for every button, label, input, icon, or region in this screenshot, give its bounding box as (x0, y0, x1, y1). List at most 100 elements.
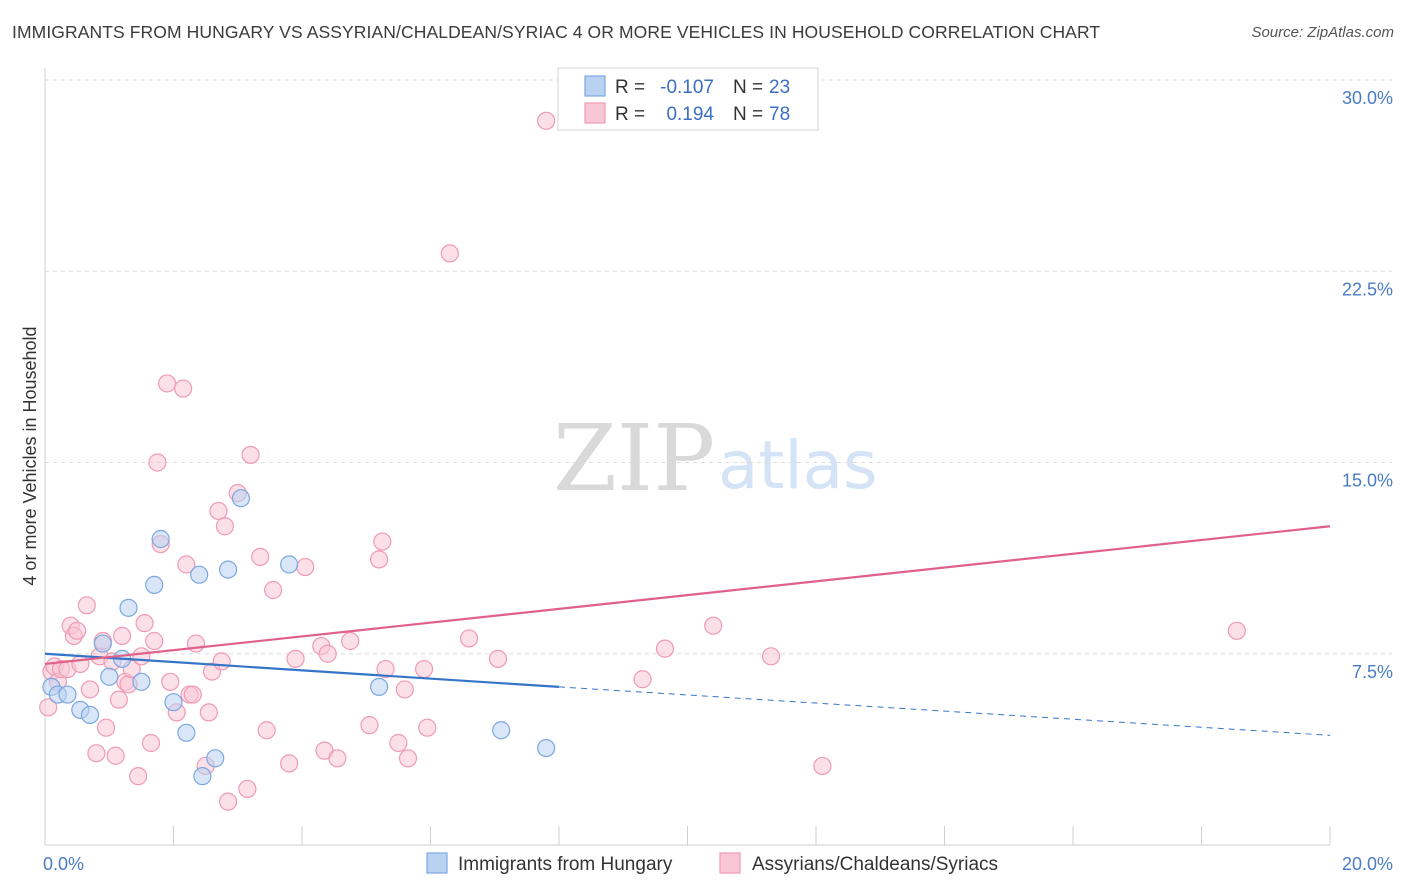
series-hungary-points (42, 489, 556, 786)
chart-title: IMMIGRANTS FROM HUNGARY VS ASSYRIAN/CHAL… (12, 22, 1101, 42)
series-assyrians-points (39, 111, 1246, 811)
assyrians-point-43 (215, 517, 234, 536)
hungary-point-5 (93, 634, 112, 653)
hungary-point-16 (206, 749, 225, 768)
assyrians-point-33 (174, 379, 193, 398)
assyrians-point-9 (68, 621, 87, 640)
assyrians-point-66 (414, 659, 434, 679)
hungary-point-21 (492, 721, 511, 740)
legend-swatch-hungary (584, 75, 606, 97)
hungary-point-8 (119, 598, 138, 617)
assyrians-point-26 (141, 733, 161, 753)
x-tick-label-min: 0.0% (43, 854, 84, 874)
hungary-point-9 (132, 672, 151, 691)
y-tick-label-0: 7.5% (1352, 662, 1393, 682)
legend-top: R = -0.107 N = 23 R = 0.194 N = 78 (557, 67, 819, 131)
legend-bottom-label-hungary: Immigrants from Hungary (458, 854, 673, 875)
assyrians-point-12 (87, 744, 106, 763)
assyrians-point-30 (157, 374, 177, 393)
watermark-atlas: atlas (718, 427, 878, 504)
assyrians-point-39 (199, 703, 218, 722)
assyrians-point-31 (161, 672, 180, 691)
assyrians-point-62 (376, 659, 395, 679)
assyrians-point-64 (395, 680, 414, 699)
assyrians-point-36 (183, 685, 202, 704)
assyrians-point-57 (328, 749, 347, 768)
assyrians-point-0 (39, 698, 58, 717)
assyrians-point-50 (263, 580, 283, 600)
hungary-point-10 (145, 575, 164, 595)
hungary-point-22 (537, 738, 556, 758)
legend-bottom-label-assyrians: Assyrians/Chaldeans/Syriacs (752, 854, 998, 875)
assyrians-point-24 (132, 647, 151, 666)
trend-line-assyrians (44, 525, 1331, 666)
assyrians-point-34 (177, 555, 196, 574)
assyrians-point-59 (360, 716, 379, 735)
legend-n-label-1: N = (733, 77, 763, 98)
assyrians-point-68 (440, 244, 459, 263)
assyrians-point-11 (80, 680, 100, 699)
assyrians-point-51 (280, 754, 299, 773)
y-tick-label-1: 15.0% (1342, 471, 1393, 491)
assyrians-point-70 (488, 649, 508, 668)
hungary-point-2 (58, 685, 77, 704)
hungary-point-19 (280, 555, 299, 574)
hungary-point-20 (370, 677, 389, 697)
y-tick-label-2: 22.5% (1342, 279, 1393, 299)
assyrians-point-52 (286, 649, 305, 668)
assyrians-point-25 (135, 614, 154, 633)
hungary-point-13 (177, 723, 196, 742)
assyrians-point-67 (418, 718, 437, 737)
assyrians-point-44 (219, 792, 238, 811)
legend-r-label-1: R = (615, 77, 645, 98)
gridlines (45, 79, 1392, 655)
assyrians-point-8 (71, 654, 90, 674)
trend-lines (44, 525, 1331, 736)
y-axis-label: 4 or more Vehicles in Household (20, 326, 40, 585)
source-credit: Source: ZipAtlas.com (1251, 24, 1394, 41)
hungary-point-12 (164, 693, 183, 712)
x-tick-label-max: 20.0% (1342, 854, 1393, 874)
legend-r-label-2: R = (615, 104, 645, 125)
hungary-point-11 (151, 529, 170, 549)
assyrians-point-17 (106, 746, 125, 765)
assyrians-point-56 (318, 644, 337, 663)
assyrians-point-61 (373, 532, 392, 551)
legend-r-value-1: -0.107 (660, 77, 714, 98)
legend-r-value-2: 0.194 (666, 104, 714, 125)
assyrians-point-75 (761, 647, 781, 666)
hungary-point-4 (80, 705, 100, 725)
trend-line-hungary-extrapolated (558, 686, 1331, 736)
y-tick-label-3: 30.0% (1342, 88, 1393, 108)
assyrians-point-74 (704, 616, 723, 635)
assyrians-point-73 (655, 639, 675, 658)
assyrians-point-10 (77, 596, 96, 615)
assyrians-point-47 (241, 445, 260, 464)
legend-bottom-swatch-hungary (426, 852, 448, 874)
hungary-point-14 (190, 565, 209, 584)
y-tick-labels: 7.5% 15.0% 22.5% 30.0% (1342, 88, 1393, 682)
assyrians-point-42 (212, 652, 231, 671)
assyrians-point-27 (145, 631, 164, 651)
watermark-zip: ZIP (553, 405, 715, 512)
assyrians-point-76 (813, 756, 832, 776)
assyrians-point-72 (633, 670, 652, 689)
hungary-point-6 (100, 667, 119, 686)
assyrians-point-71 (537, 111, 556, 130)
assyrians-point-46 (238, 779, 257, 799)
assyrians-point-65 (398, 749, 418, 768)
legend-swatch-assyrians (584, 102, 606, 124)
legend-n-value-1: 23 (769, 77, 790, 98)
hungary-point-15 (193, 767, 212, 786)
hungary-point-18 (231, 489, 251, 508)
assyrians-point-77 (1227, 621, 1246, 640)
assyrians-point-53 (296, 557, 315, 577)
legend-bottom-swatch-assyrians (719, 852, 741, 874)
legend-n-label-2: N = (733, 104, 763, 125)
legend-n-value-2: 78 (769, 104, 790, 125)
x-ticks (44, 826, 1331, 845)
assyrians-point-19 (112, 626, 132, 646)
assyrians-point-60 (370, 550, 389, 569)
hungary-point-17 (219, 560, 238, 579)
